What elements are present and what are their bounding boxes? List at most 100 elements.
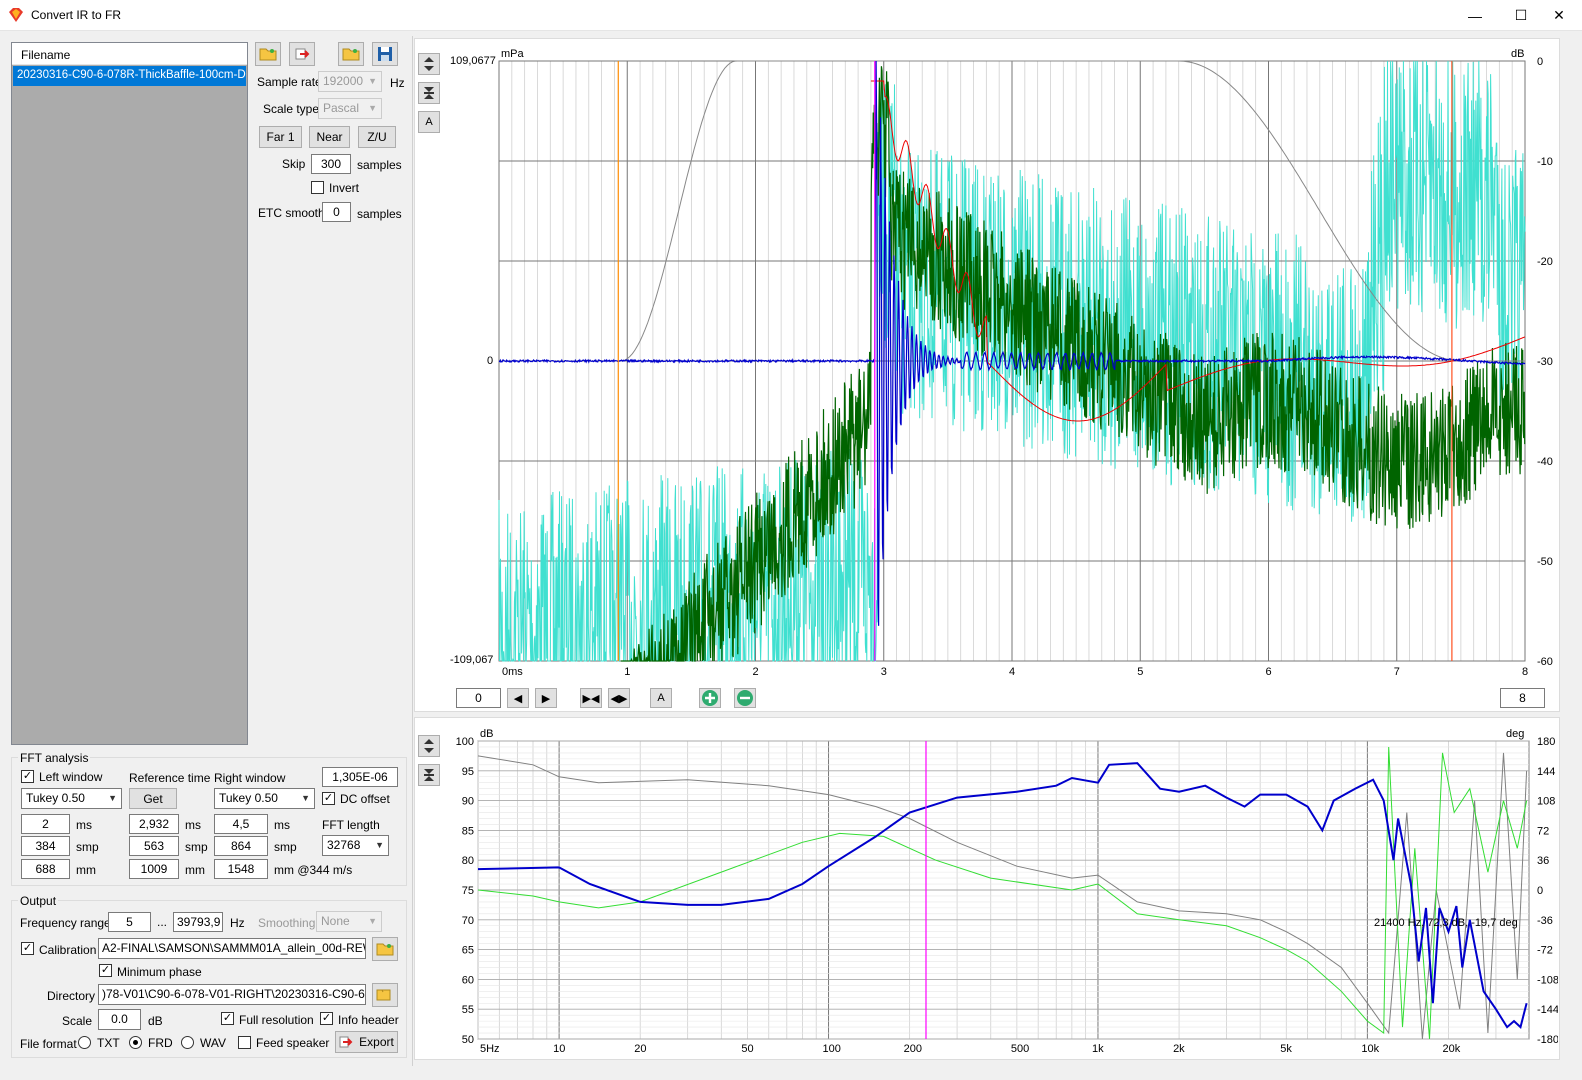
ir-right-tick-label: -40 [1537, 456, 1553, 468]
fr-zoom-out-vertical-button[interactable] [418, 764, 440, 786]
fr-zoom-in-vertical-button[interactable] [418, 735, 440, 757]
zoom-in-horizontal-button[interactable]: ▶◀ [580, 688, 602, 708]
save-button[interactable] [372, 42, 398, 66]
fr-grid [477, 740, 1529, 1040]
fft-value-box[interactable]: 1,305E-06 [322, 767, 398, 787]
calibration-checkbox[interactable]: ✓ [21, 942, 34, 955]
scroll-left-button[interactable]: ◀ [507, 688, 529, 708]
format-frd-radio[interactable] [129, 1036, 142, 1049]
zu-button[interactable]: Z/U [358, 126, 396, 148]
fr-y-tick-label: 70 [462, 915, 474, 927]
left-smp-input[interactable]: 384 [21, 836, 70, 856]
ref-ms-input[interactable]: 2,932 [129, 814, 179, 834]
close-button[interactable]: ✕ [1553, 7, 1565, 23]
chevron-down-icon: ▼ [368, 76, 377, 86]
remove-button[interactable] [734, 688, 756, 708]
far-button[interactable]: Far 1 [259, 126, 302, 148]
fr-right-unit-label: deg [1506, 728, 1524, 740]
expand-vertical-icon [424, 57, 434, 71]
ir-auto-button[interactable]: A [650, 688, 672, 708]
ir-end-input[interactable]: 8 [1500, 688, 1545, 708]
fr-x-tick-label: 200 [904, 1043, 922, 1055]
left-mm-input[interactable]: 688 [21, 859, 70, 879]
zoom-in-vertical-button[interactable] [418, 53, 440, 75]
export-arrow-button[interactable] [289, 42, 315, 66]
plus-circle-icon [702, 690, 718, 706]
chevron-down-icon: ▼ [368, 916, 377, 926]
auto-scale-button[interactable]: A [418, 111, 440, 133]
directory-path-input[interactable]: )78-V01\C90-6-078-V01-RIGHT\20230316-C90… [98, 984, 366, 1005]
skip-input[interactable]: 300 [311, 154, 351, 174]
zoom-out-horizontal-button[interactable]: ◀▶ [608, 688, 630, 708]
format-wav-radio[interactable] [181, 1036, 194, 1049]
ir-right-tick-label: -60 [1537, 656, 1553, 668]
add-button[interactable] [699, 688, 721, 708]
near-button[interactable]: Near [309, 126, 350, 148]
scroll-right-button[interactable]: ▶ [535, 688, 557, 708]
right-mm-input[interactable]: 1548 [214, 859, 268, 879]
left-window-checkbox[interactable]: ✓ [21, 770, 34, 783]
scale-type-select[interactable]: Pascal ▼ [318, 98, 382, 119]
arrow-right-icon [295, 48, 310, 60]
maximize-button[interactable]: ☐ [1514, 7, 1528, 23]
open-folder-button-2[interactable] [338, 42, 364, 66]
fr-y-tick-label: 50 [462, 1034, 474, 1046]
file-list-header[interactable]: Filename [12, 43, 247, 65]
invert-checkbox[interactable] [311, 181, 324, 194]
directory-browse-button[interactable] [372, 983, 398, 1007]
fr-right-tick-label: -180 [1537, 1034, 1558, 1046]
right-window-type-value: Tukey 0.50 [219, 791, 278, 805]
fr-y-ticks: 100 95 90 85 80 75 70 65 60 55 50 [456, 736, 474, 1046]
file-list-item[interactable]: 20230316-C90-6-078R-ThickBaffle-100cm-Da… [13, 66, 246, 86]
calibration-path-input[interactable]: A2-FINAL\SAMSON\SAMMM01A_allein_00d-REW.… [98, 938, 366, 959]
unit-ms: ms [76, 818, 92, 832]
chevron-down-icon: ▼ [368, 103, 377, 113]
right-window-type-select[interactable]: Tukey 0.50 ▼ [214, 788, 315, 809]
feed-speaker-label: Feed speaker [256, 1036, 330, 1050]
etc-smooth-input[interactable]: 0 [322, 202, 351, 222]
unit-mm: mm [76, 863, 96, 877]
calibration-browse-button[interactable] [372, 937, 398, 961]
pane-divider[interactable] [412, 36, 413, 1066]
unit-smp: smp [76, 840, 99, 854]
ref-mm-input[interactable]: 1009 [129, 859, 179, 879]
minimum-phase-checkbox[interactable]: ✓ [99, 964, 112, 977]
ref-smp-input[interactable]: 563 [129, 836, 179, 856]
sample-rate-select[interactable]: 192000 ▼ [318, 71, 382, 92]
freq-to-input[interactable]: 39793,9 [173, 912, 223, 932]
info-header-checkbox[interactable]: ✓ [320, 1012, 333, 1025]
fr-curves [477, 741, 1528, 1040]
fr-right-tick-label: 144 [1537, 766, 1555, 778]
right-smp-input[interactable]: 864 [214, 836, 268, 856]
file-list[interactable]: Filename 20230316-C90-6-078R-ThickBaffle… [11, 42, 248, 745]
format-txt-label: TXT [97, 1036, 120, 1050]
export-button-label: Export [359, 1035, 394, 1049]
right-ms-input[interactable]: 4,5 [214, 814, 268, 834]
ir-right-tick-label: -20 [1537, 256, 1553, 268]
open-folder-button[interactable] [255, 42, 281, 66]
export-button[interactable]: Export [335, 1031, 398, 1053]
ir-x-tick-label: 8 [1522, 666, 1528, 678]
full-resolution-checkbox[interactable]: ✓ [221, 1012, 234, 1025]
smoothing-select[interactable]: None ▼ [316, 911, 382, 932]
freq-from-input[interactable]: 5 [108, 912, 151, 932]
minimize-button[interactable]: — [1468, 7, 1482, 24]
left-window-type-select[interactable]: Tukey 0.50 ▼ [21, 788, 122, 809]
impulse-response-chart[interactable]: 109,0677 mPa 0 -109,067 dB 0 -10 -20 -30 -40… [440, 42, 1558, 682]
get-button[interactable]: Get [129, 788, 177, 809]
minimum-phase-label: Minimum phase [117, 965, 202, 979]
format-txt-radio[interactable] [78, 1036, 91, 1049]
ir-start-input[interactable]: 0 [456, 688, 501, 708]
fft-length-select[interactable]: 32768 ▼ [322, 835, 389, 856]
fr-x-ticks: 5Hz 10 20 50 100 200 500 1k 2k 5k 10k 20k [480, 1043, 1461, 1055]
scale-label: Scale [62, 1014, 93, 1028]
scale-input[interactable]: 0.0 [98, 1009, 141, 1030]
dc-offset-checkbox[interactable]: ✓ [322, 792, 335, 805]
fr-right-tick-label: 180 [1537, 736, 1555, 748]
feed-speaker-checkbox[interactable] [238, 1036, 251, 1049]
left-ms-input[interactable]: 2 [21, 814, 70, 834]
zoom-out-vertical-button[interactable] [418, 82, 440, 104]
window-title: Convert IR to FR [31, 8, 122, 22]
invert-label: Invert [329, 181, 360, 195]
